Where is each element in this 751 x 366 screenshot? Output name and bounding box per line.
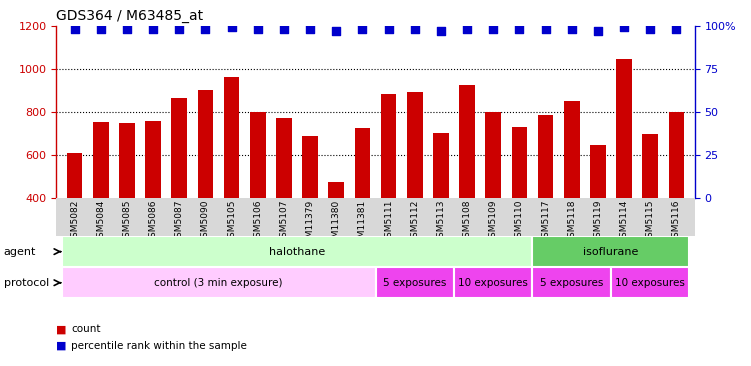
Point — [592, 28, 604, 34]
Point — [121, 26, 133, 32]
Bar — [276, 118, 292, 284]
Bar — [171, 98, 187, 284]
Point — [461, 26, 473, 32]
Point — [382, 26, 394, 32]
Text: GSM5119: GSM5119 — [593, 199, 602, 243]
Bar — [668, 112, 684, 284]
Bar — [67, 153, 83, 284]
Bar — [328, 182, 344, 284]
Text: 5 exposures: 5 exposures — [383, 278, 446, 288]
Point — [487, 26, 499, 32]
Point — [539, 26, 551, 32]
Text: GSM5086: GSM5086 — [149, 199, 158, 243]
Text: 10 exposures: 10 exposures — [615, 278, 685, 288]
FancyBboxPatch shape — [56, 198, 695, 236]
Point — [671, 26, 683, 32]
Bar — [407, 92, 423, 284]
Text: GSM5084: GSM5084 — [96, 199, 105, 243]
Text: GSM5114: GSM5114 — [620, 199, 629, 243]
Point — [68, 26, 80, 32]
Text: 5 exposures: 5 exposures — [540, 278, 603, 288]
Text: 10 exposures: 10 exposures — [458, 278, 528, 288]
Bar — [198, 90, 213, 284]
Bar — [459, 85, 475, 284]
Point — [252, 26, 264, 32]
Text: control (3 min exposure): control (3 min exposure) — [154, 278, 283, 288]
Bar — [93, 122, 109, 284]
Point — [357, 26, 369, 32]
Text: ■: ■ — [56, 341, 67, 351]
Bar — [381, 94, 397, 284]
Text: GSM5117: GSM5117 — [541, 199, 550, 243]
Bar — [224, 77, 240, 284]
Point — [644, 26, 656, 32]
Text: halothane: halothane — [269, 247, 325, 257]
Point — [435, 28, 447, 34]
Point — [147, 26, 159, 32]
Text: GSM5106: GSM5106 — [253, 199, 262, 243]
Text: GSM5090: GSM5090 — [201, 199, 210, 243]
Bar — [642, 134, 658, 284]
Text: GSM11379: GSM11379 — [306, 199, 315, 249]
Text: GSM5113: GSM5113 — [436, 199, 445, 243]
Text: agent: agent — [4, 247, 36, 257]
Bar — [511, 127, 527, 284]
Point — [566, 26, 578, 32]
Bar — [433, 133, 449, 284]
Bar — [145, 121, 161, 284]
Text: GSM11380: GSM11380 — [332, 199, 341, 249]
Text: GSM5108: GSM5108 — [463, 199, 472, 243]
Bar — [532, 236, 689, 267]
Bar — [532, 267, 611, 298]
Text: GSM5109: GSM5109 — [489, 199, 498, 243]
Point — [514, 26, 526, 32]
Bar — [62, 236, 532, 267]
Point — [409, 26, 421, 32]
Bar — [611, 267, 689, 298]
Bar — [485, 112, 501, 284]
Bar — [538, 115, 553, 284]
Text: GSM11381: GSM11381 — [358, 199, 367, 249]
Bar — [590, 145, 606, 284]
Text: protocol: protocol — [4, 277, 49, 288]
Text: count: count — [71, 324, 101, 335]
Text: GDS364 / M63485_at: GDS364 / M63485_at — [56, 9, 204, 23]
Text: GSM5087: GSM5087 — [175, 199, 184, 243]
Text: GSM5082: GSM5082 — [70, 199, 79, 243]
Text: GSM5112: GSM5112 — [410, 199, 419, 243]
Text: GSM5118: GSM5118 — [567, 199, 576, 243]
Text: GSM5110: GSM5110 — [515, 199, 524, 243]
Text: GSM5111: GSM5111 — [384, 199, 393, 243]
Point — [278, 26, 290, 32]
Point — [304, 26, 316, 32]
Text: GSM5107: GSM5107 — [279, 199, 288, 243]
Text: GSM5085: GSM5085 — [122, 199, 131, 243]
Text: GSM5105: GSM5105 — [227, 199, 236, 243]
Bar — [250, 112, 266, 284]
Text: ■: ■ — [56, 324, 67, 335]
Point — [330, 28, 342, 34]
Text: GSM5115: GSM5115 — [646, 199, 655, 243]
Bar — [616, 59, 632, 284]
Bar — [376, 267, 454, 298]
Point — [95, 26, 107, 32]
Bar — [564, 101, 580, 284]
Bar — [454, 267, 532, 298]
Point — [618, 25, 630, 30]
Point — [225, 25, 237, 30]
Bar — [119, 123, 135, 284]
Bar — [302, 137, 318, 284]
Bar — [354, 128, 370, 284]
Text: percentile rank within the sample: percentile rank within the sample — [71, 341, 247, 351]
Point — [173, 26, 185, 32]
Bar — [62, 267, 376, 298]
Text: GSM5116: GSM5116 — [672, 199, 681, 243]
Text: isoflurane: isoflurane — [584, 247, 638, 257]
Point — [200, 26, 212, 32]
